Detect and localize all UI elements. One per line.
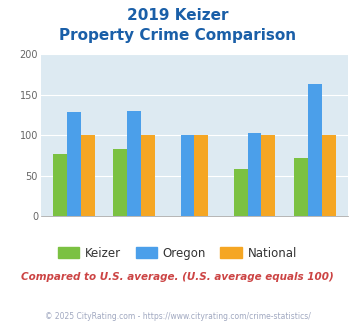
Bar — [53, 154, 67, 216]
Text: Property Crime Comparison: Property Crime Comparison — [59, 28, 296, 43]
Bar — [180, 135, 195, 216]
Bar — [81, 135, 95, 216]
Bar — [113, 149, 127, 216]
Bar — [308, 84, 322, 216]
Bar — [262, 135, 275, 216]
Bar — [195, 135, 208, 216]
Bar — [248, 133, 262, 216]
Text: Compared to U.S. average. (U.S. average equals 100): Compared to U.S. average. (U.S. average … — [21, 272, 334, 282]
Text: © 2025 CityRating.com - https://www.cityrating.com/crime-statistics/: © 2025 CityRating.com - https://www.city… — [45, 312, 310, 321]
Bar — [67, 112, 81, 216]
Bar — [141, 135, 155, 216]
Bar — [322, 135, 335, 216]
Bar — [234, 169, 248, 216]
Text: 2019 Keizer: 2019 Keizer — [127, 8, 228, 23]
Legend: Keizer, Oregon, National: Keizer, Oregon, National — [54, 242, 301, 264]
Bar — [294, 158, 308, 216]
Bar — [127, 111, 141, 216]
